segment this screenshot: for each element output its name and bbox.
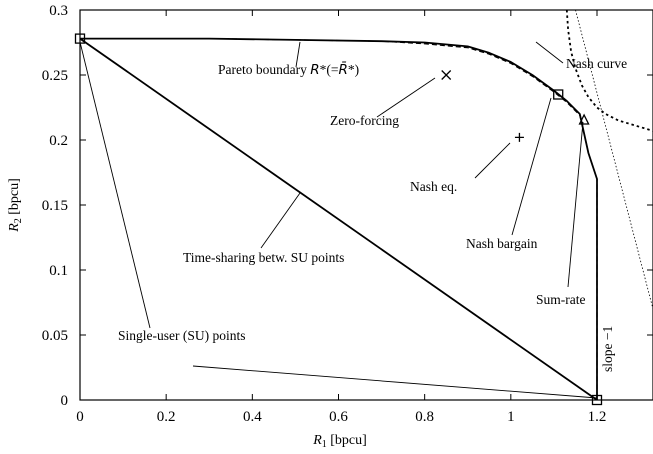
x-tick-label: 0.2: [157, 409, 176, 425]
series-line-2: [80, 37, 598, 400]
y-tick-label: 0.05: [42, 328, 68, 344]
sum-rate-leader: [567, 121, 584, 288]
plot-area-frame: [79, 9, 653, 401]
nash-curve-leader: [535, 41, 564, 64]
pareto-boundary-label: Pareto boundary R*(=R̄*): [218, 61, 359, 78]
series-layer: [80, 10, 653, 400]
x-tick-label: 0.6: [329, 409, 348, 425]
x-tick-label: 0.4: [243, 409, 262, 425]
marker-square-5: [553, 89, 564, 100]
time-sharing-leader: [260, 192, 301, 249]
y-tick-label: 0.25: [42, 68, 68, 84]
y-tick-label: 0.3: [49, 3, 68, 19]
single-user-leader-2: [192, 365, 598, 399]
series-line-4: [80, 37, 598, 400]
y-tick-label: 0.15: [42, 198, 68, 214]
series-line-1: [80, 37, 598, 400]
pareto-leader: [295, 41, 301, 68]
x-tick-label: 0: [76, 409, 84, 425]
time-sharing-label: Time-sharing betw. SU points: [183, 250, 344, 265]
x-tick-label: 0.8: [415, 409, 434, 425]
single-user-leader-1: [79, 41, 151, 329]
x-tick-label: 1.2: [588, 409, 607, 425]
single-user-label: Single-user (SU) points: [118, 328, 246, 343]
marker-x-3: [441, 70, 452, 80]
nash-eq-label: Nash eq.: [410, 179, 457, 194]
x-tick-label: 1: [507, 409, 515, 425]
marker-triangle-6: [578, 113, 590, 125]
nash-eq-leader: [474, 142, 511, 179]
series-line-3: [565, 10, 653, 132]
slope-label: slope −1: [600, 326, 615, 372]
marker-plus-4: [514, 132, 524, 142]
nash-bargain-label: Nash bargain: [466, 236, 538, 251]
annotation-leaders: [79, 41, 598, 399]
y-tick-label: 0.2: [49, 133, 68, 149]
zero-forcing-label: Zero-forcing: [330, 113, 399, 128]
x-axis-title: R1 [bpcu]: [312, 433, 367, 450]
series-line-5: [575, 10, 653, 310]
y-axis-title: R2 [bpcu]: [7, 178, 24, 233]
sum-rate-label: Sum-rate: [536, 292, 586, 307]
nash-bargain-leader: [511, 97, 552, 236]
y-tick-label: 0: [61, 393, 69, 409]
y-tick-label: 0.1: [49, 263, 68, 279]
zero-forcing-leader: [376, 77, 436, 118]
nash-curve-label: Nash curve: [566, 56, 627, 71]
